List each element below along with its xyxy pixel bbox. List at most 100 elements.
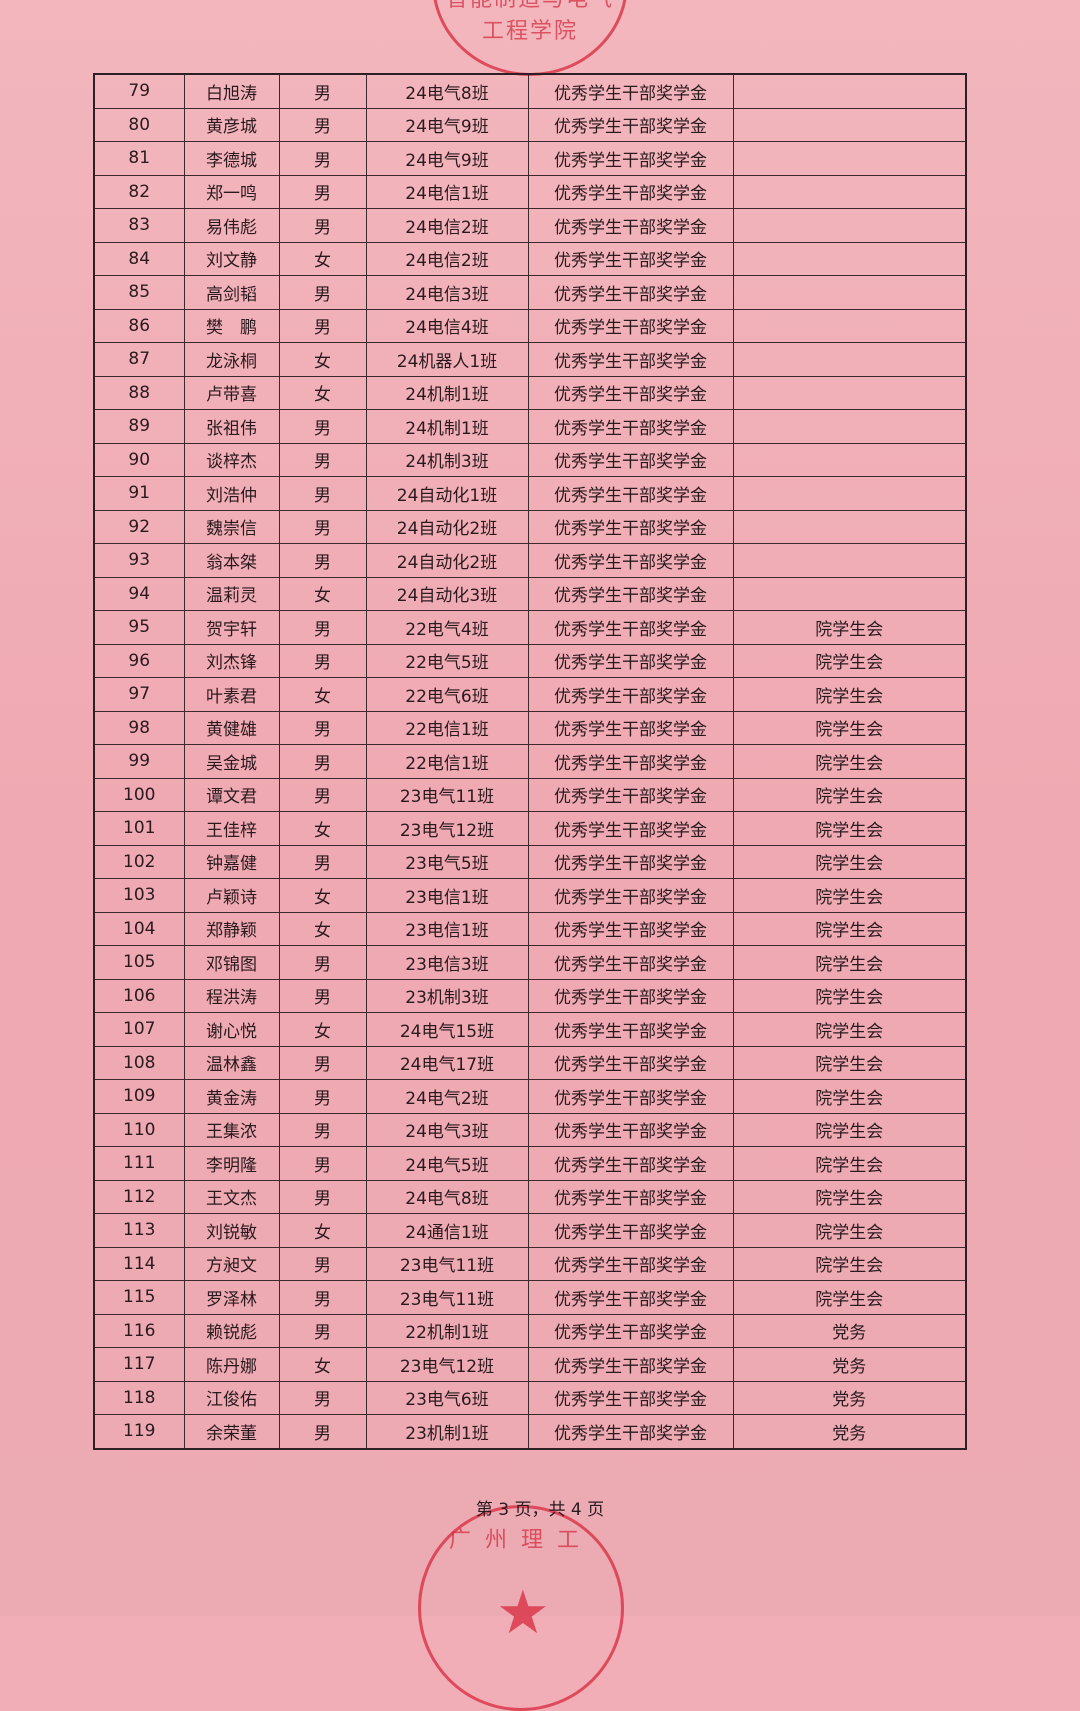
cell-gender: 男 xyxy=(278,1045,367,1080)
cell-gender: 女 xyxy=(278,878,367,913)
scholarship-table: 79 白旭涛男 24电气8班 优秀学生干部奖学金 80 黄彦城男 24电气9班 优秀学生干部奖… xyxy=(93,73,967,1450)
cell-class: 24机制1班 xyxy=(365,375,529,410)
cell-class: 24电气9班 xyxy=(365,107,529,142)
cell-class: 24电气17班 xyxy=(365,1045,529,1080)
table-row: 94 温莉灵女 24自动化3班 优秀学生干部奖学金 xyxy=(93,576,967,611)
cell-class: 24电气9班 xyxy=(365,141,529,176)
table-row: 84 刘文静女 24电信2班 优秀学生干部奖学金 xyxy=(93,241,967,276)
table-row: 101 王佳梓女 23电气12班 优秀学生干部奖学金 院学生会 xyxy=(93,811,967,846)
cell-index: 90 xyxy=(93,442,185,477)
cell-award: 优秀学生干部奖学金 xyxy=(527,1012,734,1047)
cell-class: 23电气11班 xyxy=(365,1280,529,1315)
cell-award: 优秀学生干部奖学金 xyxy=(527,878,734,913)
cell-gender: 女 xyxy=(278,576,367,611)
table-row: 105 邓锦图男 23电信3班 优秀学生干部奖学金 院学生会 xyxy=(93,945,967,980)
cell-name: 卢带喜 xyxy=(183,375,280,410)
cell-award: 优秀学生干部奖学金 xyxy=(527,1280,734,1315)
cell-remark xyxy=(732,208,967,243)
cell-award: 优秀学生干部奖学金 xyxy=(527,442,734,477)
cell-class: 24自动化1班 xyxy=(365,476,529,511)
cell-award: 优秀学生干部奖学金 xyxy=(527,811,734,846)
cell-gender: 男 xyxy=(278,1146,367,1181)
cell-remark xyxy=(732,576,967,611)
cell-class: 23电信1班 xyxy=(365,878,529,913)
cell-gender: 男 xyxy=(278,1179,367,1214)
cell-name: 叶素君 xyxy=(183,677,280,712)
cell-name: 郑一鸣 xyxy=(183,174,280,209)
cell-gender: 男 xyxy=(278,1079,367,1114)
table-row: 111 李明隆男 24电气5班 优秀学生干部奖学金 院学生会 xyxy=(93,1146,967,1181)
cell-class: 23机制1班 xyxy=(365,1414,529,1449)
cell-index: 89 xyxy=(93,409,185,444)
cell-name: 黄健雄 xyxy=(183,710,280,745)
cell-name: 邓锦图 xyxy=(183,945,280,980)
cell-class: 22电气4班 xyxy=(365,610,529,645)
cell-index: 103 xyxy=(93,878,185,913)
table-row: 103 卢颖诗女 23电信1班 优秀学生干部奖学金 院学生会 xyxy=(93,878,967,913)
cell-award: 优秀学生干部奖学金 xyxy=(527,1414,734,1449)
cell-class: 24机制3班 xyxy=(365,442,529,477)
cell-award: 优秀学生干部奖学金 xyxy=(527,208,734,243)
cell-class: 22电气6班 xyxy=(365,677,529,712)
cell-class: 22电气5班 xyxy=(365,643,529,678)
cell-name: 李明隆 xyxy=(183,1146,280,1181)
cell-gender: 男 xyxy=(278,476,367,511)
cell-award: 优秀学生干部奖学金 xyxy=(527,174,734,209)
cell-index: 84 xyxy=(93,241,185,276)
cell-remark: 党务 xyxy=(732,1414,967,1449)
table-row: 115 罗泽林男 23电气11班 优秀学生干部奖学金 院学生会 xyxy=(93,1280,967,1315)
cell-class: 24自动化2班 xyxy=(365,509,529,544)
cell-name: 赖锐彪 xyxy=(183,1313,280,1348)
cell-index: 87 xyxy=(93,342,185,377)
cell-name: 张祖伟 xyxy=(183,409,280,444)
cell-class: 24通信1班 xyxy=(365,1213,529,1248)
cell-name: 卢颖诗 xyxy=(183,878,280,913)
cell-class: 24机器人1班 xyxy=(365,342,529,377)
table-row: 96 刘杰锋男 22电气5班 优秀学生干部奖学金 院学生会 xyxy=(93,643,967,678)
cell-class: 22电信1班 xyxy=(365,744,529,779)
cell-remark: 院学生会 xyxy=(732,710,967,745)
cell-gender: 女 xyxy=(278,375,367,410)
cell-award: 优秀学生干部奖学金 xyxy=(527,275,734,310)
cell-class: 24电信1班 xyxy=(365,174,529,209)
cell-award: 优秀学生干部奖学金 xyxy=(527,1246,734,1281)
cell-remark: 院学生会 xyxy=(732,1079,967,1114)
table-row: 85 高剑韬男 24电信3班 优秀学生干部奖学金 xyxy=(93,275,967,310)
cell-index: 105 xyxy=(93,945,185,980)
table-row: 118 江俊佑男 23电气6班 优秀学生干部奖学金 党务 xyxy=(93,1380,967,1415)
cell-class: 24电气8班 xyxy=(365,73,529,109)
cell-remark: 院学生会 xyxy=(732,1179,967,1214)
table-row: 114 方昶文男 23电气11班 优秀学生干部奖学金 院学生会 xyxy=(93,1246,967,1281)
cell-award: 优秀学生干部奖学金 xyxy=(527,945,734,980)
cell-gender: 男 xyxy=(278,1280,367,1315)
cell-name: 谢心悦 xyxy=(183,1012,280,1047)
cell-award: 优秀学生干部奖学金 xyxy=(527,1380,734,1415)
cell-gender: 男 xyxy=(278,174,367,209)
cell-gender: 男 xyxy=(278,275,367,310)
cell-index: 97 xyxy=(93,677,185,712)
table-row: 93 翁本桀男 24自动化2班 优秀学生干部奖学金 xyxy=(93,543,967,578)
cell-award: 优秀学生干部奖学金 xyxy=(527,241,734,276)
cell-remark xyxy=(732,543,967,578)
cell-gender: 女 xyxy=(278,342,367,377)
star-icon: ★ xyxy=(496,1578,550,1648)
cell-gender: 男 xyxy=(278,308,367,343)
cell-index: 82 xyxy=(93,174,185,209)
cell-name: 高剑韬 xyxy=(183,275,280,310)
cell-remark xyxy=(732,409,967,444)
cell-award: 优秀学生干部奖学金 xyxy=(527,643,734,678)
cell-award: 优秀学生干部奖学金 xyxy=(527,509,734,544)
cell-gender: 男 xyxy=(278,409,367,444)
cell-gender: 男 xyxy=(278,610,367,645)
cell-class: 23机制3班 xyxy=(365,978,529,1013)
cell-award: 优秀学生干部奖学金 xyxy=(527,107,734,142)
cell-award: 优秀学生干部奖学金 xyxy=(527,1112,734,1147)
table-row: 82 郑一鸣男 24电信1班 优秀学生干部奖学金 xyxy=(93,174,967,209)
table-row: 88 卢带喜女 24机制1班 优秀学生干部奖学金 xyxy=(93,375,967,410)
cell-class: 23电气12班 xyxy=(365,811,529,846)
cell-gender: 女 xyxy=(278,911,367,946)
cell-index: 111 xyxy=(93,1146,185,1181)
cell-index: 113 xyxy=(93,1213,185,1248)
cell-index: 100 xyxy=(93,777,185,812)
cell-class: 24电气5班 xyxy=(365,1146,529,1181)
